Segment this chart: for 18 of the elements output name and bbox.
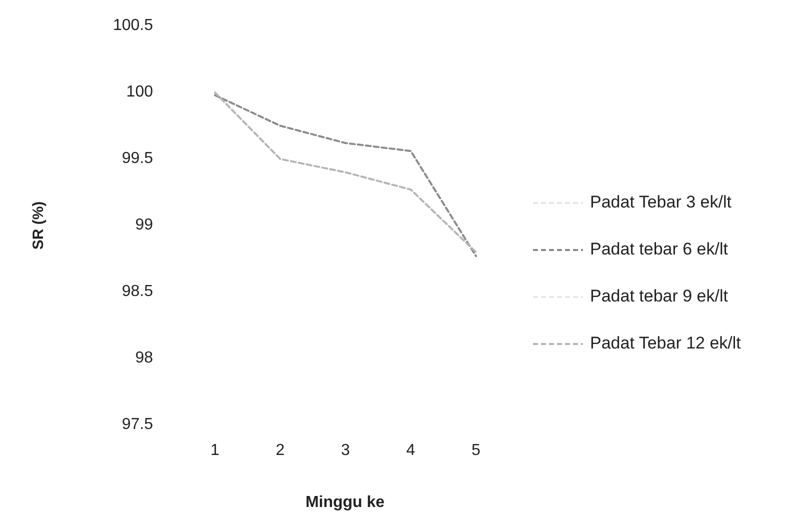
x-tick-label: 5 (472, 442, 481, 459)
y-axis-title: SR (%) (30, 201, 47, 250)
y-tick-label: 100.5 (112, 17, 154, 34)
y-tick-label: 99.5 (122, 150, 154, 168)
x-axis-title: Minggu ke (305, 494, 385, 511)
y-tick-label: 97.5 (122, 416, 154, 434)
legend-label: Padat tebar 9 ek/lt (590, 286, 728, 306)
legend-label: Padat Tebar 12 ek/lt (590, 333, 742, 352)
legend-label: Padat Tebar 3 ek/lt (590, 192, 732, 212)
x-tick-label: 1 (210, 442, 220, 459)
y-tick-label: 98 (135, 350, 154, 367)
x-tick-label: 3 (341, 442, 350, 459)
legend-label: Padat tebar 6 ek/lt (590, 239, 728, 258)
y-tick-label: 100 (126, 84, 154, 101)
y-tick-label: 98.5 (122, 283, 154, 300)
y-tick-label: 99 (135, 216, 154, 234)
x-tick-label: 2 (276, 442, 285, 459)
x-tick-label: 4 (406, 442, 416, 459)
